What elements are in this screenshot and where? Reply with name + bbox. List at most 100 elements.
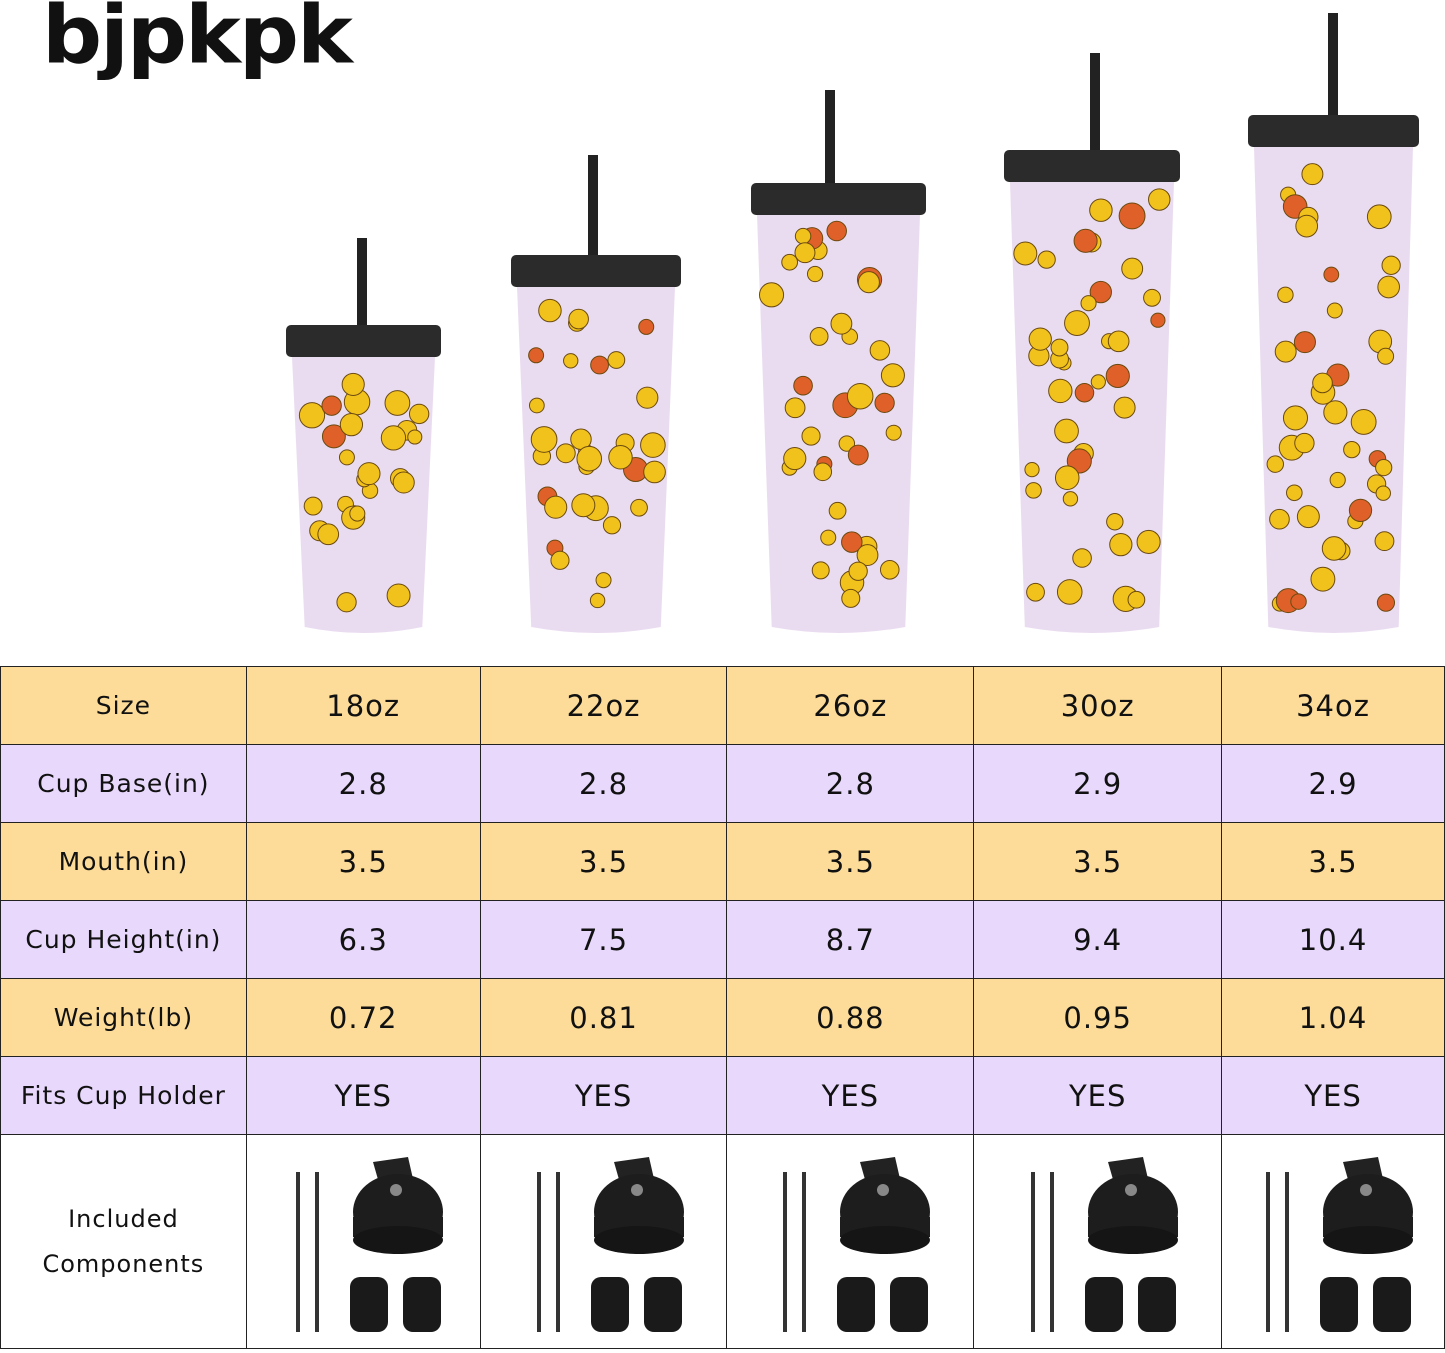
- straw-icon: [588, 155, 598, 260]
- emoji-print: [1329, 471, 1346, 489]
- lid-straws-plugs-icon: [536, 1156, 684, 1332]
- spec-value: 22oz: [479, 666, 728, 745]
- emoji-print: [1072, 548, 1092, 568]
- emoji-print: [1312, 372, 1333, 394]
- tumbler-26oz: [751, 90, 926, 633]
- emoji-print: [1090, 374, 1106, 390]
- emoji-print: [530, 426, 558, 453]
- emoji-print: [1348, 498, 1373, 523]
- emoji-print: [1109, 533, 1133, 557]
- emoji-print: [1048, 378, 1073, 404]
- emoji-print: [357, 462, 381, 486]
- emoji-print: [338, 449, 355, 466]
- spec-value: 7.5: [479, 900, 728, 979]
- emoji-print: [1106, 513, 1124, 531]
- components-image: [1221, 1134, 1445, 1349]
- emoji-print: [811, 561, 830, 580]
- cup-body: [757, 215, 920, 633]
- row-label: Mouth(in): [0, 822, 247, 901]
- emoji-print: [784, 397, 806, 419]
- lid-icon: [511, 255, 681, 287]
- spec-value: 3.5: [479, 822, 728, 901]
- emoji-print: [1080, 295, 1097, 312]
- emoji-print: [758, 282, 785, 308]
- emoji-print: [1377, 347, 1395, 365]
- row-label: Weight(lb): [0, 978, 247, 1057]
- spec-value: 3.5: [973, 822, 1223, 901]
- emoji-print: [1295, 214, 1319, 238]
- spec-value: 2.8: [479, 744, 728, 823]
- emoji-print: [392, 471, 415, 494]
- emoji-print: [1150, 312, 1166, 328]
- spec-value: 3.5: [1221, 822, 1445, 901]
- lid-straws-plugs-icon: [1266, 1156, 1414, 1332]
- emoji-print: [384, 390, 411, 416]
- emoji-print: [317, 523, 340, 546]
- components-image: [726, 1134, 975, 1349]
- emoji-print: [590, 355, 609, 375]
- emoji-print: [1062, 491, 1079, 507]
- emoji-print: [1089, 198, 1113, 222]
- emoji-print: [1089, 280, 1112, 304]
- emoji-print: [303, 496, 323, 516]
- emoji-print: [1105, 363, 1130, 389]
- emoji-print: [801, 426, 821, 446]
- row-label: Fits Cup Holder: [0, 1056, 247, 1135]
- emoji-print: [571, 493, 596, 518]
- lid-straws-plugs-icon: [1030, 1156, 1178, 1332]
- straw-icon: [1090, 53, 1100, 155]
- emoji-print: [830, 312, 853, 335]
- emoji-print: [1118, 202, 1146, 230]
- row-label: Cup Base(in): [0, 744, 247, 823]
- emoji-print: [1143, 288, 1161, 307]
- spec-value: YES: [973, 1056, 1223, 1135]
- components-image: [479, 1134, 728, 1349]
- emoji-print: [1024, 461, 1040, 478]
- spec-value: 0.72: [245, 978, 481, 1057]
- emoji-print: [1323, 266, 1340, 283]
- emoji-print: [1025, 482, 1042, 499]
- emoji-print: [576, 445, 603, 472]
- spec-value: 26oz: [726, 666, 975, 745]
- emoji-print: [841, 588, 861, 608]
- tumbler-22oz: [511, 155, 681, 633]
- spec-value: 1.04: [1221, 978, 1445, 1057]
- emoji-print: [841, 531, 863, 553]
- emoji-print: [1321, 536, 1347, 561]
- spec-value: 9.4: [973, 900, 1223, 979]
- emoji-print: [1366, 204, 1392, 230]
- emoji-print: [1343, 440, 1361, 459]
- emoji-print: [781, 253, 799, 271]
- emoji-print: [847, 444, 869, 466]
- row-label: Cup Height(in): [0, 900, 247, 979]
- emoji-print: [407, 429, 423, 445]
- spec-value: 0.95: [973, 978, 1223, 1057]
- row-label: Size: [0, 666, 247, 745]
- emoji-print: [1374, 531, 1395, 552]
- spec-value: 2.9: [973, 744, 1223, 823]
- spec-value: 3.5: [245, 822, 481, 901]
- spec-row: Mouth(in) 3.5 3.5 3.5 3.5 3.5: [0, 822, 1445, 901]
- spec-row: Fits Cup Holder YES YES YES YES YES: [0, 1056, 1445, 1135]
- emoji-print: [838, 435, 856, 452]
- emoji-print: [1136, 529, 1161, 554]
- emoji-print: [1056, 579, 1083, 605]
- spec-value: 0.81: [479, 978, 728, 1057]
- emoji-print: [846, 382, 874, 410]
- brand-logo: BJPKPK: [42, 0, 353, 82]
- spec-value: 3.5: [726, 822, 975, 901]
- emoji-print: [630, 498, 648, 517]
- emoji-print: [856, 544, 879, 566]
- emoji-print: [1294, 432, 1315, 454]
- cup-body: [1010, 182, 1174, 633]
- emoji-print: [1113, 396, 1136, 419]
- emoji-print: [1323, 400, 1348, 425]
- emoji-print: [568, 308, 589, 330]
- emoji-print: [820, 529, 837, 546]
- emoji-print: [809, 327, 829, 346]
- spec-value: 8.7: [726, 900, 975, 979]
- emoji-print: [528, 397, 545, 414]
- emoji-print: [806, 265, 824, 283]
- spec-value: 0.88: [726, 978, 975, 1057]
- emoji-print: [321, 395, 342, 416]
